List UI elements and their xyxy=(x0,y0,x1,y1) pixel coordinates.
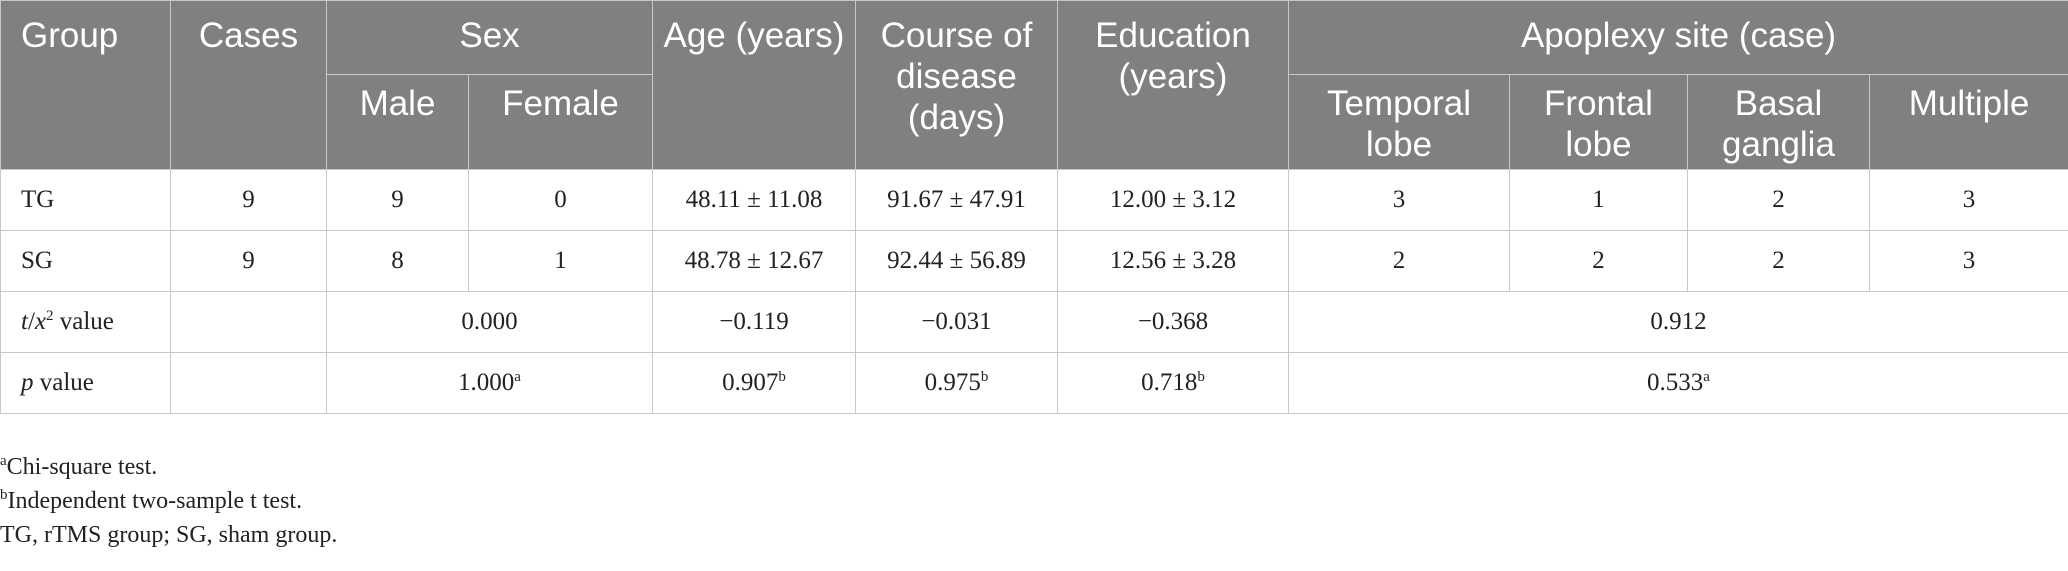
cell-empty xyxy=(170,291,327,353)
table-row-sg: SG 9 8 1 48.78 ± 12.67 92.44 ± 56.89 12.… xyxy=(0,230,2068,292)
cell-female: 1 xyxy=(468,230,653,292)
header-multiple: Multiple xyxy=(1868,74,2068,170)
header-age: Age (years) xyxy=(652,0,856,170)
cell-basal: 2 xyxy=(1687,230,1870,292)
cell-temporal: 2 xyxy=(1288,230,1510,292)
table-row-p: p value 1.000a 0.907b 0.975b 0.718b 0.53… xyxy=(0,352,2068,414)
cell-male: 8 xyxy=(326,230,469,292)
footnote: bIndependent two-sample t test. xyxy=(0,487,303,515)
demographics-table: Group Cases Sex Age (years) Course of di… xyxy=(0,0,2068,414)
header-male: Male xyxy=(326,74,469,170)
cell-frontal: 2 xyxy=(1509,230,1688,292)
header-sex: Sex xyxy=(326,0,653,75)
cell-p-education: 0.718b xyxy=(1057,352,1289,414)
cell-age: 48.78 ± 12.67 xyxy=(652,230,856,292)
cell-stat-age: −0.119 xyxy=(652,291,856,353)
cell-cases: 9 xyxy=(170,230,327,292)
header-female: Female xyxy=(468,74,653,170)
cell-course: 92.44 ± 56.89 xyxy=(855,230,1058,292)
cell-frontal: 1 xyxy=(1509,169,1688,231)
header-course: Course of disease (days) xyxy=(855,0,1058,170)
cell-course: 91.67 ± 47.91 xyxy=(855,169,1058,231)
cell-stat-course: −0.031 xyxy=(855,291,1058,353)
header-group: Group xyxy=(0,0,171,170)
table-row-stat: t/x2 value 0.000 −0.119 −0.031 −0.368 0.… xyxy=(0,291,2068,353)
header-apoplexy-site: Apoplexy site (case) xyxy=(1287,0,2068,75)
cell-cases: 9 xyxy=(170,169,327,231)
header-education: Education (years) xyxy=(1057,0,1289,170)
footnote: TG, rTMS group; SG, sham group. xyxy=(0,522,338,548)
cell-multiple: 3 xyxy=(1868,169,2068,231)
cell-group: SG xyxy=(0,230,171,292)
cell-stat-apoplexy: 0.912 xyxy=(1287,291,2068,353)
cell-p-label: p value xyxy=(0,352,171,414)
cell-age: 48.11 ± 11.08 xyxy=(652,169,856,231)
cell-education: 12.00 ± 3.12 xyxy=(1057,169,1289,231)
cell-empty xyxy=(170,352,327,414)
cell-female: 0 xyxy=(468,169,653,231)
cell-temporal: 3 xyxy=(1288,169,1510,231)
table-row-tg: TG 9 9 0 48.11 ± 11.08 91.67 ± 47.91 12.… xyxy=(0,169,2068,231)
cell-p-course: 0.975b xyxy=(855,352,1058,414)
header-cases: Cases xyxy=(170,0,327,170)
table-footnotes: aChi-square test. bIndependent two-sampl… xyxy=(0,450,337,552)
cell-basal: 2 xyxy=(1687,169,1870,231)
header-frontal-lobe: Frontal lobe xyxy=(1509,74,1688,170)
cell-stat-label: t/x2 value xyxy=(0,291,171,353)
cell-male: 9 xyxy=(326,169,469,231)
cell-multiple: 3 xyxy=(1868,230,2068,292)
footnote: aChi-square test. xyxy=(0,453,158,481)
cell-stat-education: −0.368 xyxy=(1057,291,1289,353)
cell-education: 12.56 ± 3.28 xyxy=(1057,230,1289,292)
cell-group: TG xyxy=(0,169,171,231)
cell-stat-sex: 0.000 xyxy=(326,291,653,353)
header-basal-ganglia: Basal ganglia xyxy=(1687,74,1870,170)
cell-p-age: 0.907b xyxy=(652,352,856,414)
header-temporal-lobe: Temporal lobe xyxy=(1288,74,1510,170)
cell-p-sex: 1.000a xyxy=(326,352,653,414)
cell-p-apoplexy: 0.533a xyxy=(1287,352,2068,414)
